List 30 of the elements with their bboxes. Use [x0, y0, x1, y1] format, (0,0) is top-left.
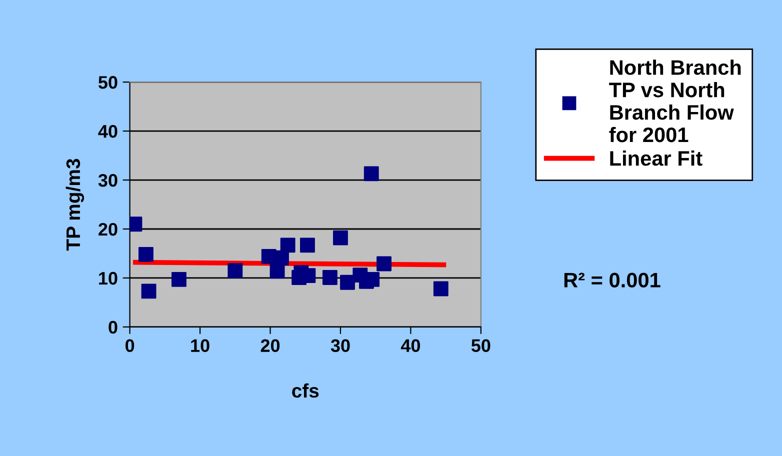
x-tick-label: 50	[471, 339, 490, 352]
y-axis-title: TP mg/m3	[66, 158, 84, 251]
y-tick-label: 10	[99, 272, 118, 285]
point	[364, 166, 379, 182]
point	[141, 284, 156, 299]
y-tick-label: 30	[98, 174, 118, 187]
point	[333, 230, 348, 246]
point	[172, 272, 186, 287]
y-tick-label: 20	[98, 222, 118, 236]
x-tick-label: 0	[126, 339, 134, 352]
point	[322, 270, 338, 285]
x-tick-label: 10	[191, 339, 210, 352]
point	[340, 274, 355, 290]
text: R² = 0.001	[564, 272, 660, 288]
legend-label: Linear Fit	[610, 150, 702, 166]
legend-label: North Branch TP vs North Branch Flow for 2001	[609, 60, 741, 142]
x-axis-title: cfs	[292, 383, 319, 398]
point	[376, 256, 392, 272]
x-tick-label: 30	[330, 339, 350, 352]
point	[228, 263, 243, 278]
point	[280, 238, 296, 253]
y-tick-label: 0	[108, 320, 118, 334]
point	[270, 264, 285, 279]
x-tick-label: 20	[260, 339, 280, 352]
point	[433, 281, 448, 296]
y-tick-label: 50	[98, 76, 118, 89]
point	[300, 238, 315, 253]
point	[138, 247, 154, 262]
y-tick-label: 40	[98, 124, 118, 138]
x-tick-label: 40	[400, 339, 420, 352]
